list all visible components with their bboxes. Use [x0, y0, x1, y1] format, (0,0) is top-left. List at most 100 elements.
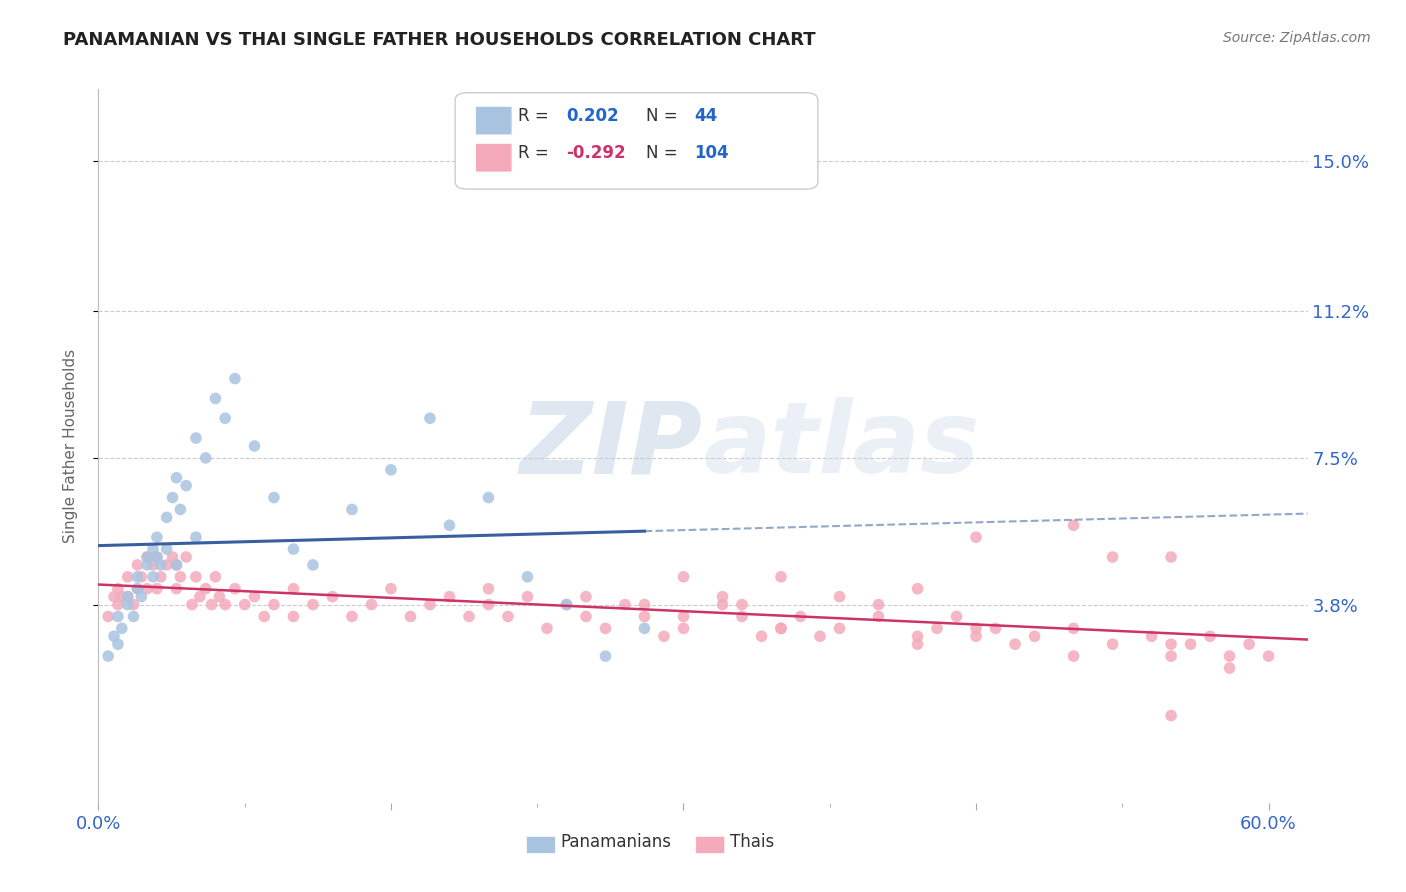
Point	[174, 478, 197, 492]
Point	[165, 558, 187, 572]
Point	[1160, 708, 1182, 723]
Point	[1180, 637, 1202, 651]
Point	[107, 609, 129, 624]
Point	[614, 598, 637, 612]
Point	[360, 598, 382, 612]
Point	[117, 598, 139, 612]
Point	[107, 582, 129, 596]
Point	[633, 621, 655, 635]
Point	[204, 392, 226, 406]
Point	[162, 549, 184, 564]
Point	[731, 609, 754, 624]
Point	[458, 609, 481, 624]
Point	[965, 530, 987, 544]
Point	[1160, 649, 1182, 664]
Point	[111, 621, 134, 635]
Point	[253, 609, 276, 624]
Point	[233, 598, 256, 612]
Point	[419, 598, 441, 612]
Point	[142, 542, 165, 557]
Point	[984, 621, 1007, 635]
FancyBboxPatch shape	[456, 93, 818, 189]
Point	[672, 609, 695, 624]
Point	[419, 411, 441, 425]
Point	[97, 649, 120, 664]
Point	[146, 549, 169, 564]
Point	[208, 590, 231, 604]
Point	[477, 491, 499, 505]
Point	[204, 570, 226, 584]
Point	[107, 637, 129, 651]
Text: PANAMANIAN VS THAI SINGLE FATHER HOUSEHOLDS CORRELATION CHART: PANAMANIAN VS THAI SINGLE FATHER HOUSEHO…	[63, 31, 815, 49]
Point	[127, 582, 149, 596]
Point	[188, 590, 211, 604]
Point	[1160, 549, 1182, 564]
Point	[769, 621, 792, 635]
Point	[122, 609, 145, 624]
Point	[200, 598, 222, 612]
Point	[111, 590, 134, 604]
Point	[711, 590, 734, 604]
Point	[595, 621, 617, 635]
Point	[136, 549, 159, 564]
Point	[399, 609, 422, 624]
Point	[149, 570, 172, 584]
Point	[243, 590, 266, 604]
Point	[174, 549, 197, 564]
Point	[907, 637, 929, 651]
Text: Panamanians: Panamanians	[561, 833, 671, 851]
Point	[925, 621, 948, 635]
Point	[142, 558, 165, 572]
Point	[117, 590, 139, 604]
Point	[194, 582, 217, 596]
Point	[808, 629, 831, 643]
Point	[169, 570, 191, 584]
Point	[263, 491, 285, 505]
Point	[672, 570, 695, 584]
Text: 0.202: 0.202	[567, 107, 619, 125]
Point	[122, 598, 145, 612]
Point	[194, 450, 217, 465]
Point	[131, 590, 153, 604]
FancyBboxPatch shape	[696, 837, 724, 854]
Point	[965, 621, 987, 635]
Point	[97, 609, 120, 624]
Point	[184, 570, 207, 584]
Point	[1219, 661, 1241, 675]
Point	[439, 518, 461, 533]
Point	[142, 570, 165, 584]
Point	[496, 609, 519, 624]
Point	[103, 629, 125, 643]
Point	[283, 582, 305, 596]
Point	[945, 609, 967, 624]
Point	[652, 629, 675, 643]
Point	[136, 549, 159, 564]
Point	[575, 609, 598, 624]
Point	[1199, 629, 1222, 643]
Point	[965, 629, 987, 643]
Point	[868, 598, 890, 612]
Point	[131, 570, 153, 584]
Point	[731, 598, 754, 612]
Text: Source: ZipAtlas.com: Source: ZipAtlas.com	[1223, 31, 1371, 45]
Point	[907, 582, 929, 596]
Point	[1063, 621, 1085, 635]
Point	[162, 491, 184, 505]
Point	[1257, 649, 1279, 664]
Point	[672, 621, 695, 635]
Point	[633, 598, 655, 612]
Point	[340, 609, 363, 624]
Point	[1237, 637, 1260, 651]
Point	[828, 621, 851, 635]
Point	[868, 609, 890, 624]
Point	[595, 649, 617, 664]
Point	[789, 609, 811, 624]
Point	[184, 530, 207, 544]
Text: 44: 44	[695, 107, 718, 125]
Point	[1063, 518, 1085, 533]
Point	[1004, 637, 1026, 651]
Point	[149, 558, 172, 572]
Point	[769, 570, 792, 584]
Point	[1219, 649, 1241, 664]
Point	[575, 590, 598, 604]
